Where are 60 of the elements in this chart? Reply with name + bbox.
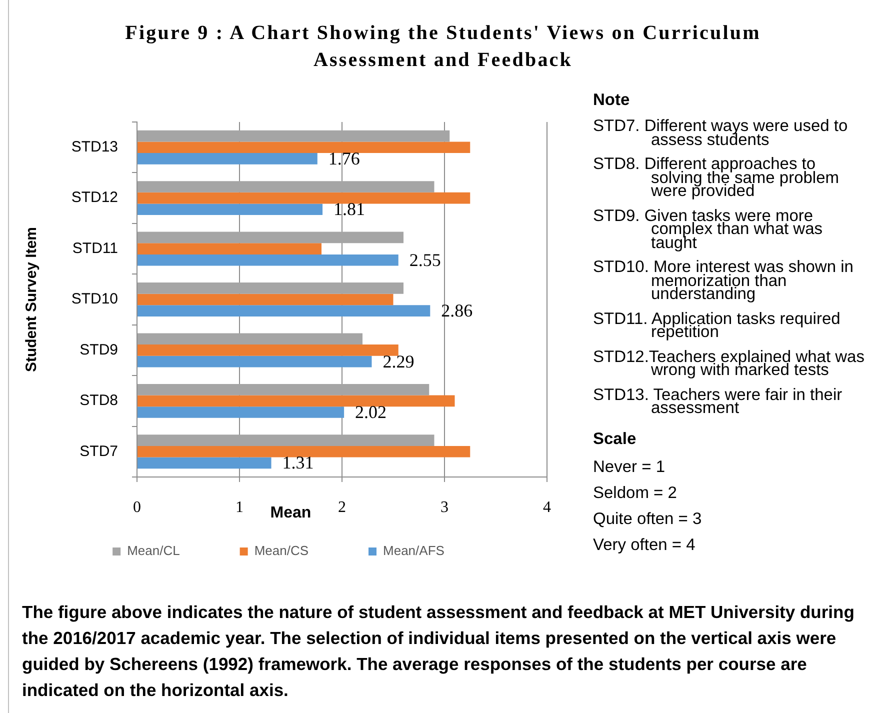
bar	[138, 384, 430, 396]
bar	[138, 243, 322, 254]
text: Seldom = 2	[593, 484, 678, 502]
bar	[138, 446, 470, 458]
data-label: 1.76	[328, 148, 360, 168]
legend-label: Mean/CL	[127, 543, 180, 558]
bar	[138, 153, 318, 164]
bar	[138, 130, 450, 142]
y-tick-label: STD13	[71, 138, 118, 156]
bar	[138, 192, 470, 204]
x-tick-label: 3	[440, 498, 448, 516]
chart-title: Figure 9 : A Chart Showing the Students' Views on Curriculum Assessment and Feedback	[124, 21, 762, 73]
legend-label: Mean/CS	[254, 543, 309, 558]
text: Very often = 4	[593, 536, 696, 554]
legend-label: Mean/AFS	[383, 543, 445, 558]
y-tick-label: STD11	[72, 240, 118, 257]
bar	[138, 406, 344, 418]
data-label: 2.86	[441, 300, 473, 321]
text: Note	[593, 90, 631, 111]
bar	[138, 204, 323, 216]
y-tick-label: STD12	[71, 189, 118, 206]
text: STD8. Different approaches to solving the same problem were provided	[593, 155, 840, 200]
bar	[138, 344, 398, 356]
text: STD10. More interest was shown in memorization than understanding	[593, 258, 854, 303]
bar	[138, 305, 430, 316]
x-tick-label: 4	[543, 498, 551, 516]
y-tick-label: STD10	[71, 290, 118, 308]
bar	[138, 395, 455, 407]
bar	[138, 333, 362, 345]
text: Scale	[593, 428, 638, 450]
x-tick-label: 2	[338, 498, 346, 516]
y-tick-label: STD9	[80, 341, 118, 358]
x-axis-title: Mean	[270, 504, 312, 522]
bar	[138, 142, 470, 154]
text: STD7. Different ways were used to assess students	[593, 117, 849, 148]
bar	[138, 294, 394, 306]
text: Never = 1	[593, 458, 666, 476]
text: Quite often = 3	[593, 510, 703, 528]
text: STD12.Teachers explained what was wrong with marked tests	[593, 348, 865, 379]
x-tick-label: 1	[236, 498, 244, 516]
text: STD11. Application tasks required repetition	[593, 310, 842, 341]
text: STD9. Given tasks were more complex than what was taught	[593, 206, 824, 252]
bar	[138, 434, 434, 446]
x-tick-label: 0	[133, 498, 141, 516]
bar	[138, 181, 434, 192]
y-tick-label: STD8	[80, 392, 118, 410]
text: STD13. Teachers were fair in their assessment	[593, 386, 844, 417]
data-label: 1.31	[282, 452, 314, 473]
data-label: 1.81	[334, 199, 366, 220]
bar	[138, 254, 398, 266]
bar	[138, 457, 272, 469]
y-tick-label: STD7	[80, 442, 118, 460]
data-label: 2.29	[382, 351, 414, 372]
bar	[138, 232, 404, 244]
bar	[138, 356, 372, 368]
bar	[138, 282, 404, 294]
data-label: 2.55	[409, 250, 441, 270]
data-label: 2.02	[355, 402, 387, 422]
y-axis-title: Student Survey Item	[23, 226, 40, 372]
text: The figure above indicates the nature of student assessment and feedback at MET University during the 2016/2017 academic year. The selection of individual items presented on the vertical axis were guided by Schereens (1992) framework. The average responses of the students per course are indicated on the horizontal axis.	[22, 601, 856, 702]
